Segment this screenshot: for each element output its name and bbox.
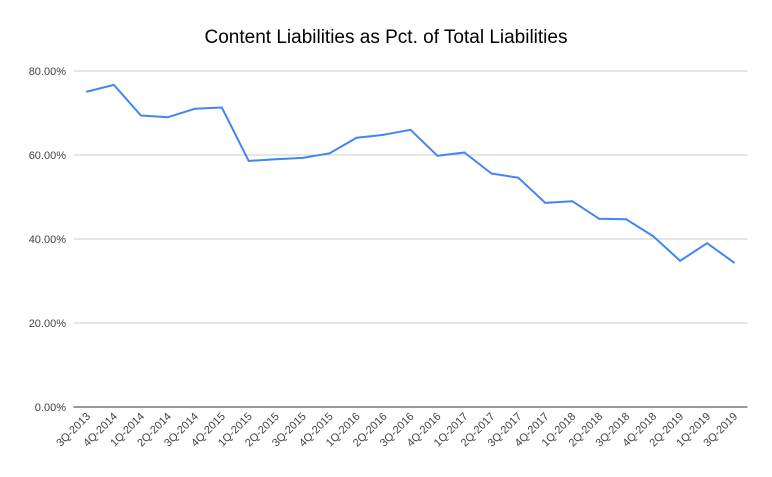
data-point — [85, 90, 88, 93]
data-point — [436, 154, 439, 157]
data-point — [544, 201, 547, 204]
data-point — [679, 259, 682, 262]
series-line — [86, 83, 735, 264]
data-point — [139, 114, 142, 117]
data-point — [112, 83, 115, 86]
data-point — [220, 106, 223, 109]
data-point — [625, 218, 628, 221]
y-tick-label: 80.00% — [29, 66, 67, 78]
y-tick-label: 60.00% — [29, 150, 67, 162]
data-point — [382, 133, 385, 136]
data-point — [247, 159, 250, 162]
data-point — [328, 152, 331, 155]
y-tick-label: 0.00% — [35, 402, 66, 414]
chart-title: Content Liabilities as Pct. of Total Lia… — [205, 27, 568, 48]
y-tick-label: 20.00% — [29, 318, 67, 330]
data-point — [598, 217, 601, 220]
data-point — [193, 107, 196, 110]
data-point — [490, 172, 493, 175]
data-point — [463, 151, 466, 154]
data-point — [733, 261, 736, 264]
data-point — [706, 242, 709, 245]
data-point — [274, 158, 277, 161]
data-point — [355, 136, 358, 139]
data-point — [517, 176, 520, 179]
data-point — [571, 200, 574, 203]
data-point — [409, 128, 412, 131]
data-point — [301, 156, 304, 159]
data-point — [166, 116, 169, 119]
data-point — [652, 235, 655, 238]
y-tick-label: 40.00% — [29, 234, 67, 246]
